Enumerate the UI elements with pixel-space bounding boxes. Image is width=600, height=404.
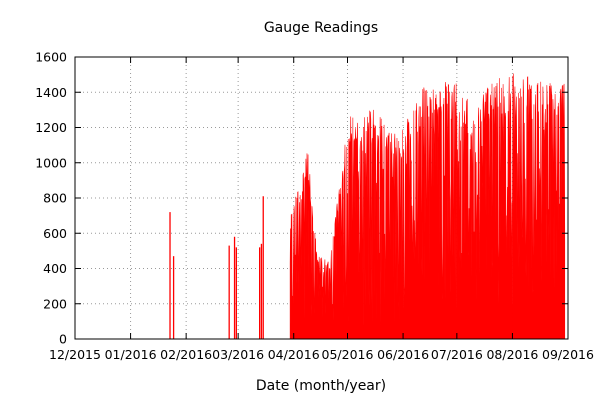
- y-tick-label: 200: [43, 296, 67, 311]
- data-bars: [169, 73, 566, 340]
- x-tick-label: 05/2016: [322, 347, 374, 362]
- reading-spikes: [512, 73, 566, 340]
- x-tick-label: 02/2016: [160, 347, 212, 362]
- y-tick-label: 1600: [35, 50, 67, 65]
- x-tick-label: 04/2016: [268, 347, 320, 362]
- y-tick-label: 800: [43, 191, 67, 206]
- x-tick-label: 01/2016: [105, 347, 157, 362]
- y-tick-label: 400: [43, 261, 67, 276]
- y-tick-label: 1200: [35, 120, 67, 135]
- plot-border: [74, 56, 569, 340]
- y-tick-label: 0: [59, 332, 67, 347]
- x-tick-label: 07/2016: [431, 347, 483, 362]
- x-axis-title: Date (month/year): [256, 378, 386, 394]
- chart-title: Gauge Readings: [264, 20, 378, 36]
- x-tick-label: 03/2016: [212, 347, 264, 362]
- reading-spikes: [363, 109, 404, 340]
- tick-labels: 0 200 400 600 800 1000 1200 1400 1600 12/2015 01/2…: [35, 50, 594, 363]
- axes: [74, 56, 569, 340]
- y-tick-label: 1000: [35, 155, 67, 170]
- x-tick-label: 08/2016: [486, 347, 538, 362]
- reading-spikes: [402, 82, 457, 340]
- x-tick-label: 12/2015: [49, 347, 101, 362]
- x-tick-label: 06/2016: [377, 347, 429, 362]
- reading-spikes: [456, 77, 513, 340]
- reading-spikes: [289, 116, 364, 340]
- x-tick-label: 09/2016: [542, 347, 594, 362]
- y-tick-label: 600: [43, 226, 67, 241]
- y-tick-label: 1400: [35, 85, 67, 100]
